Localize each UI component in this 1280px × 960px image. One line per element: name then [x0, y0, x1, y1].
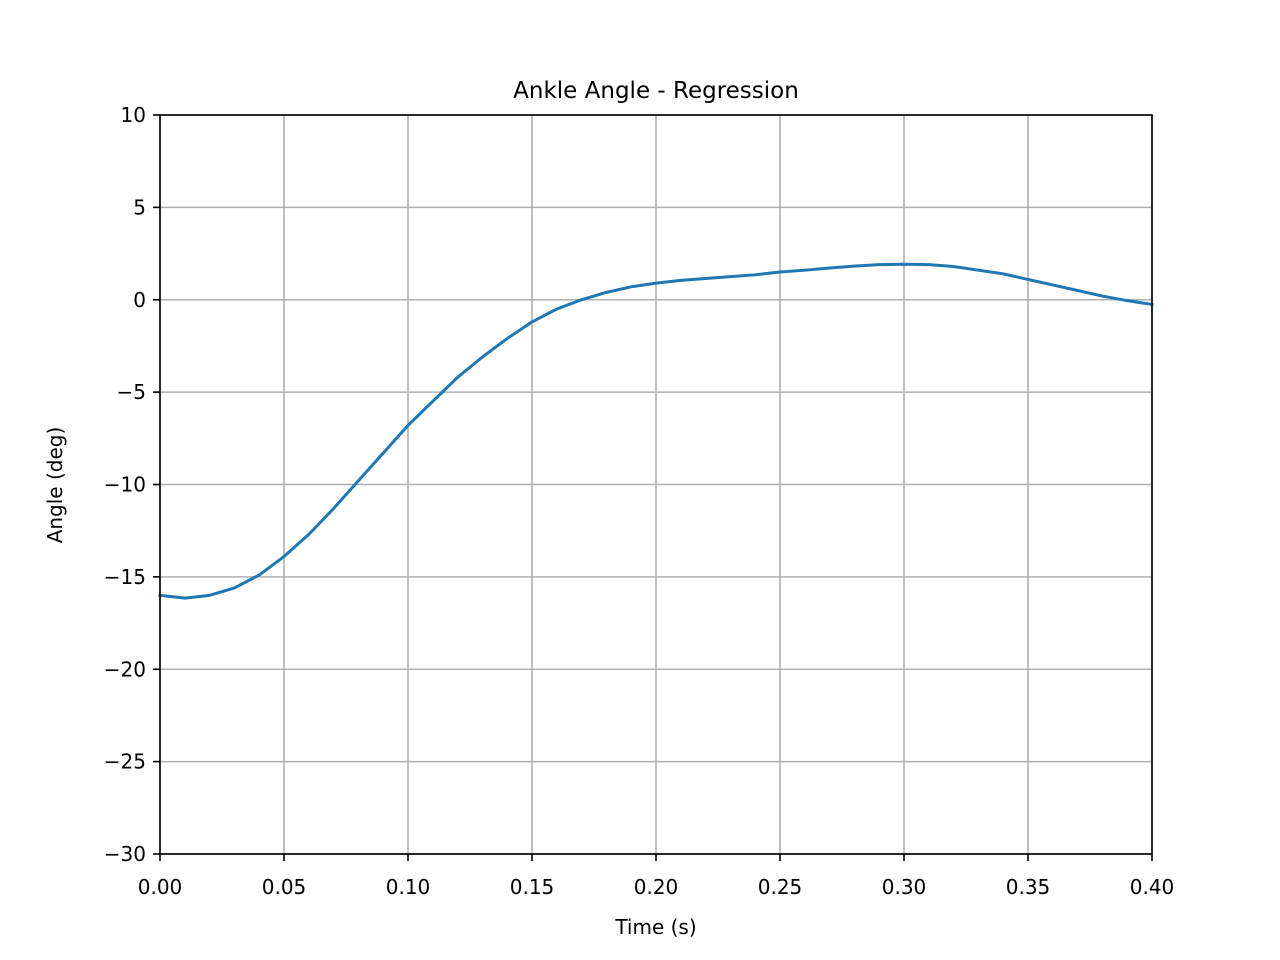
- ticks: 0.00 0.05 0.10 0.15 0.20 0.25 0.30 0.35 0.40 10 5 0…: [104, 103, 1174, 899]
- x-tick-label: 0.35: [1006, 875, 1051, 899]
- x-tick-label: 0.15: [510, 875, 555, 899]
- y-tick-label: 0: [133, 288, 146, 312]
- y-tick-label: −15: [104, 565, 146, 589]
- x-tick-label: 0.05: [262, 875, 307, 899]
- series-layer: [158, 262, 1154, 600]
- series-line: [158, 262, 1154, 600]
- x-tick-label: 0.25: [758, 875, 803, 899]
- x-tick-label: 0.10: [386, 875, 431, 899]
- y-tick-label: −30: [104, 842, 146, 866]
- chart-title: Ankle Angle - Regression: [513, 78, 799, 104]
- x-tick-label: 0.30: [882, 875, 927, 899]
- y-tick-label: −25: [104, 750, 146, 774]
- y-tick-label: −10: [104, 473, 146, 497]
- y-tick-label: 5: [133, 195, 146, 219]
- x-tick-label: 0.00: [138, 875, 183, 899]
- y-tick-label: −20: [104, 657, 146, 681]
- y-tick-label: −5: [117, 380, 146, 404]
- y-tick-label: 10: [121, 103, 146, 127]
- x-tick-label: 0.20: [634, 875, 679, 899]
- y-axis-label: Angle (deg): [43, 427, 67, 544]
- x-axis-label: Time (s): [614, 915, 696, 939]
- x-tick-label: 0.40: [1130, 875, 1175, 899]
